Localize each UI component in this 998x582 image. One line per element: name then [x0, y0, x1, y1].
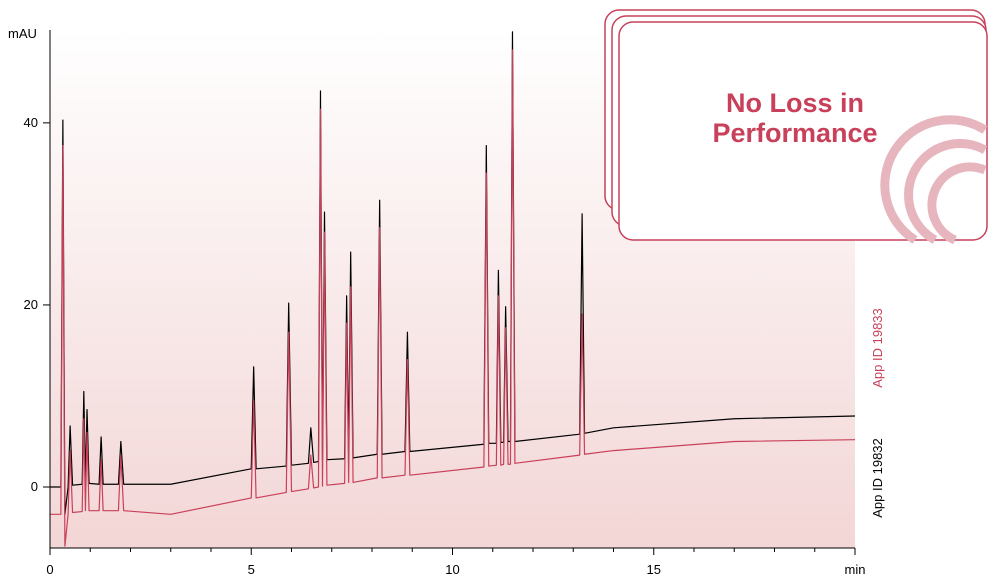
series-line [50, 49, 856, 547]
x-tick-label: 0 [46, 562, 53, 577]
annotation-title: No Loss in Performance [712, 88, 878, 148]
y-tick-label: 0 [31, 479, 38, 494]
legend-label: App ID 19833 [870, 308, 885, 388]
x-tick-label: 5 [248, 562, 255, 577]
y-tick-label: 20 [24, 297, 38, 312]
legend-label: App ID 19832 [870, 438, 885, 518]
y-tick-label: 40 [24, 115, 38, 130]
x-tick-label: 15 [647, 562, 661, 577]
x-tick-label: min [845, 562, 866, 577]
y-axis-label: mAU [8, 26, 37, 41]
annotation-box: No Loss in Performance [604, 9, 988, 245]
x-tick-label: 10 [445, 562, 459, 577]
